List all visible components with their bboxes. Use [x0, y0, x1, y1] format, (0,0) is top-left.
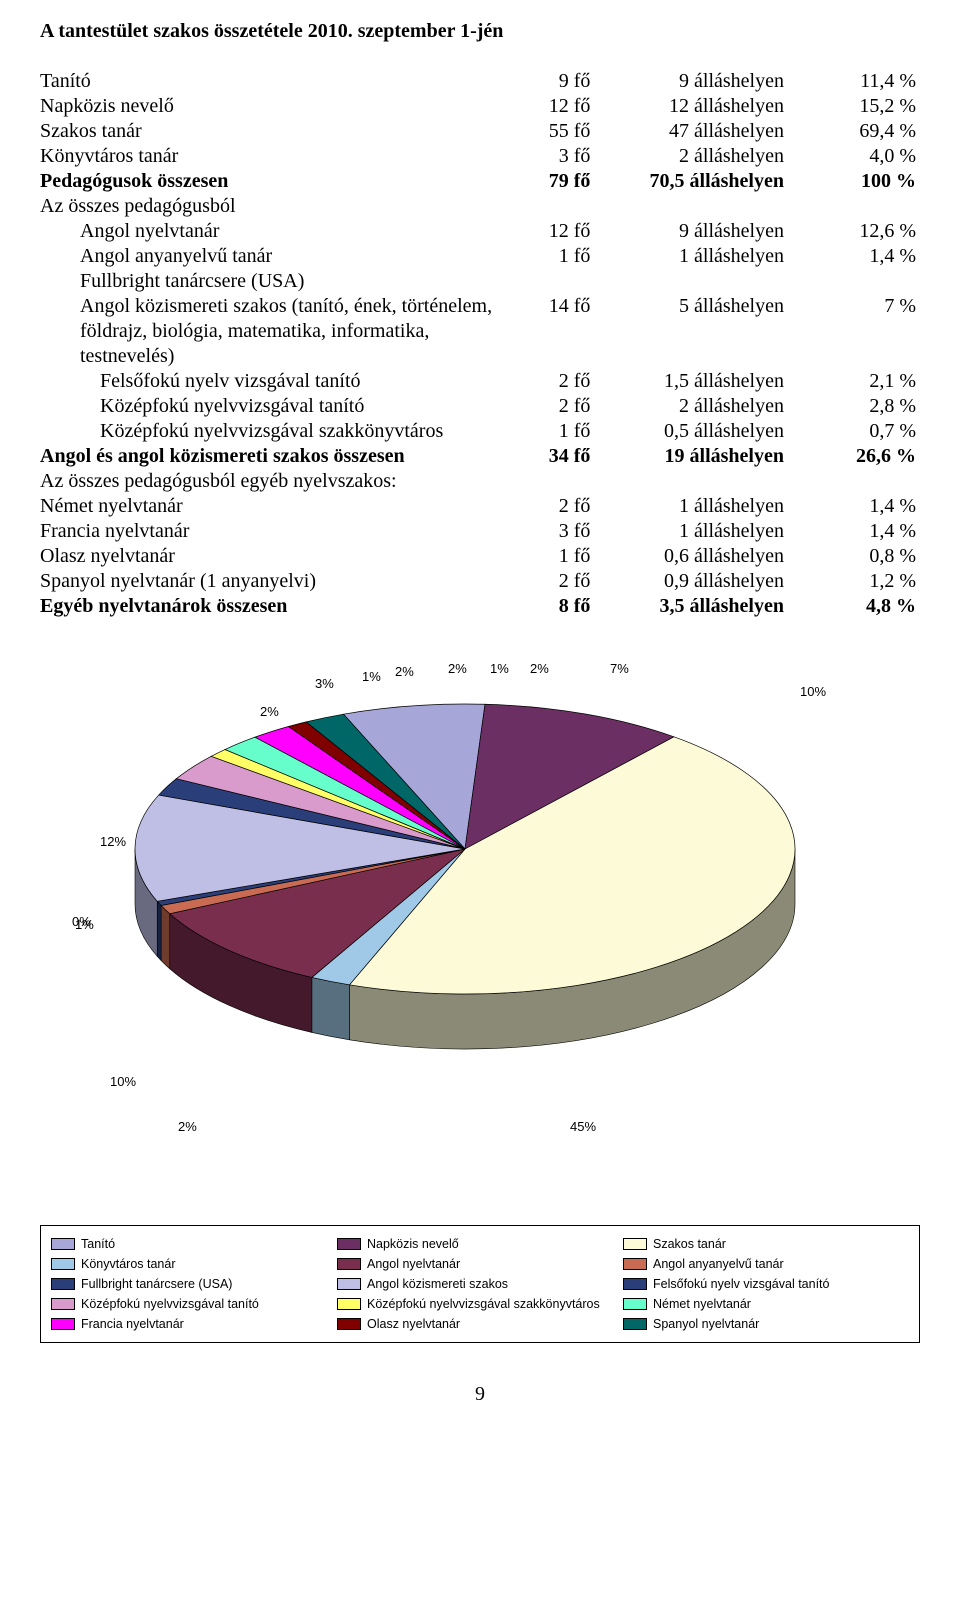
page-number: 9	[40, 1383, 920, 1406]
page-title: A tantestület szakos összetétele 2010. s…	[40, 20, 920, 43]
pie-chart: 7%10%45%2%10%1%0%12%2%3%1%2%2%1%2%	[30, 679, 900, 1155]
legend: TanítóNapközis nevelőSzakos tanárKönyvtá…	[40, 1225, 920, 1343]
data-table: Tanító9 fő9 álláshelyen11,4 %Napközis ne…	[40, 69, 920, 619]
